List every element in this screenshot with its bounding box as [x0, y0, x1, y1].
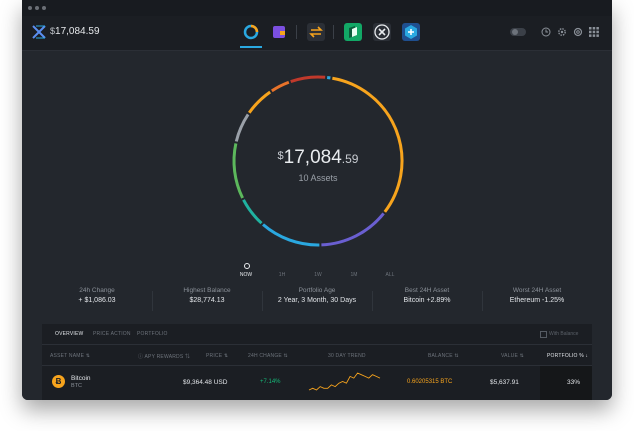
history-icon[interactable] [541, 27, 551, 37]
app-x-icon[interactable] [372, 22, 392, 42]
donut-total-balance: $17,084.59 [277, 147, 359, 168]
tab-price-action[interactable]: PRICE ACTION [93, 331, 131, 337]
asset-portfolio-pct: 33% [567, 379, 581, 386]
tab-portfolio[interactable]: PORTFOLIO [137, 331, 168, 337]
donut-segment[interactable] [321, 212, 385, 247]
timeline-label-now[interactable]: NOW [239, 272, 253, 278]
donut-segment[interactable] [262, 223, 320, 247]
asset-name: Bitcoin [71, 375, 91, 382]
with-balance-label[interactable]: With Balance [549, 331, 579, 337]
nav-separator [333, 25, 334, 39]
stat-divider [482, 291, 483, 311]
donut-segment[interactable] [242, 199, 263, 225]
with-balance-checkbox[interactable] [540, 331, 547, 338]
title-bar [22, 0, 612, 16]
tab-overview[interactable]: OVERVIEW [55, 331, 84, 337]
col-balance[interactable]: BALANCE ⇅ [428, 353, 459, 359]
exodus-logo-icon [32, 25, 46, 39]
header-total-balance: $17,084.59 [50, 26, 100, 37]
donut-segment[interactable] [271, 80, 290, 93]
asset-price: $9,364.48 USD [183, 379, 228, 386]
stat-divider [262, 291, 263, 311]
settings-icon[interactable] [557, 27, 567, 37]
col-30-day-trend: 30 DAY TREND [328, 353, 366, 359]
stat-highest-balance: Highest Balance $28,774.13 [183, 287, 231, 304]
asset-count: 10 Assets [298, 173, 338, 183]
timeline-label-1w[interactable]: 1W [314, 272, 322, 278]
portfolio-nav-icon[interactable] [241, 22, 261, 42]
exchange-nav-icon[interactable] [306, 22, 326, 42]
donut-segment[interactable] [234, 113, 250, 142]
30-day-trend-sparkline [308, 372, 381, 391]
col-price[interactable]: PRICE ⇅ [206, 353, 229, 359]
assets-table: OVERVIEW PRICE ACTION PORTFOLIO With Bal… [42, 324, 592, 400]
zoom-window-dot[interactable] [42, 6, 46, 10]
table-header: ASSET NAME ⇅ ⓘ APY REWARDS ⇅ PRICE ⇅ 24H… [42, 345, 592, 366]
donut-segment[interactable] [332, 76, 404, 213]
bitcoin-icon: Ƀ [52, 375, 65, 388]
trend-line [308, 372, 381, 391]
wallet-nav-icon[interactable] [269, 22, 289, 42]
timeline-label-1h[interactable]: 1H [278, 272, 286, 278]
app-window: $17,084.59 [22, 0, 612, 400]
stat-24h-change: 24h Change + $1,086.03 [78, 287, 116, 304]
donut-segment[interactable] [232, 143, 244, 199]
app-compound-icon[interactable] [343, 22, 363, 42]
sorted-column-highlight [540, 366, 592, 400]
col-asset-name[interactable]: ASSET NAME ⇅ [50, 353, 91, 359]
table-tabs: OVERVIEW PRICE ACTION PORTFOLIO With Bal… [42, 324, 592, 345]
asset-balance: 0.60205315 BTC [407, 379, 453, 385]
asset-24h-change: +7.14% [260, 379, 281, 385]
close-window-dot[interactable] [28, 6, 32, 10]
stat-worst-asset: Worst 24H Asset Ethereum -1.25% [509, 287, 565, 304]
col-value[interactable]: VALUE ⇅ [501, 353, 525, 359]
col-24h-change[interactable]: 24H CHANGE ⇅ [248, 353, 288, 359]
stat-divider [152, 291, 153, 311]
app-add-icon[interactable] [401, 22, 421, 42]
timeline-label-all[interactable]: ALL [385, 272, 395, 278]
timeline-knob[interactable] [244, 263, 250, 269]
table-row[interactable]: Ƀ Bitcoin BTC $9,364.48 USD +7.14% 0.602… [42, 366, 592, 400]
donut-segment[interactable] [290, 75, 326, 83]
top-bar: $17,084.59 [22, 16, 612, 51]
stat-best-asset: Best 24H Asset Bitcoin +2.89% [403, 287, 451, 304]
asset-value: $5,637.91 [490, 379, 519, 386]
nav-separator [296, 25, 297, 39]
col-portfolio-pct[interactable]: PORTFOLIO % ↓ [547, 353, 589, 359]
minimize-window-dot[interactable] [35, 6, 39, 10]
stat-divider [372, 291, 373, 311]
gear-icon[interactable] [573, 27, 583, 37]
grid-menu-icon[interactable] [589, 27, 599, 37]
asset-ticker: BTC [71, 383, 82, 389]
privacy-toggle-icon[interactable] [510, 27, 526, 37]
active-nav-indicator [240, 46, 262, 48]
stats-row: 24h Change + $1,086.03 Highest Balance $28… [42, 287, 592, 315]
col-apy-rewards[interactable]: ⓘ APY REWARDS ⇅ [138, 354, 191, 360]
portfolio-main: $17,084.59 10 Assets NOW 1H 1W 1M ALL 24… [22, 51, 612, 400]
donut-segment[interactable] [248, 90, 272, 114]
timeline-label-1m[interactable]: 1M [350, 272, 358, 278]
portfolio-donut-chart[interactable] [228, 71, 408, 251]
stat-portfolio-age: Portfolio Age 2 Year, 3 Month, 30 Days [277, 287, 357, 304]
